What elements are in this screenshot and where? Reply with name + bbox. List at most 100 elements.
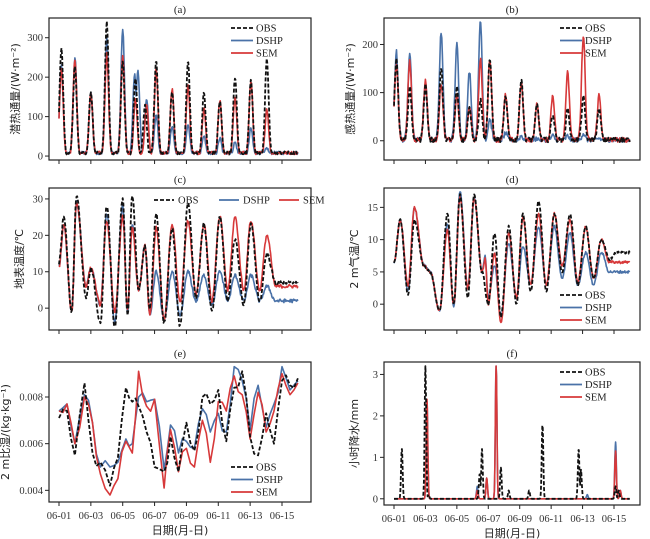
x-tick-label: 06-15 (602, 514, 627, 525)
x-tick-label: 06-03 (79, 511, 104, 522)
x-tick-label: 06-01 (47, 511, 72, 522)
y-tick-label: 0 (38, 152, 43, 163)
panel-f: (f) 0 1 2 3 小时降水/mm 06-01 06-03 06-05 06-07 06-09 0… (347, 348, 641, 539)
plot-frame (48, 361, 312, 503)
legend-label-sem: SEM (256, 49, 278, 60)
y-axis-label-e: 2 m比湿/(kg·kg⁻¹) (0, 384, 12, 480)
y-tick-label: 0.004 (19, 486, 43, 497)
legend-label-sem: SEM (256, 488, 278, 499)
legend-label-dshp: DSHP (585, 36, 612, 47)
y-tick-label: 0 (373, 494, 378, 505)
plot-frame (383, 361, 641, 506)
x-axis-label: 日期(月-日) (484, 527, 541, 539)
y-axis-label-a: 潜热通量/(W·m⁻²) (8, 43, 22, 135)
legend-label-sem: SEM (303, 196, 325, 207)
y-tick-label: 100 (27, 112, 43, 123)
legend-label-sem: SEM (585, 49, 607, 60)
y-tick-label: 15 (368, 203, 379, 214)
series-obs-line (58, 20, 299, 156)
series-dshp-line (58, 365, 299, 471)
legend: OBS DSHP SEM (154, 196, 325, 207)
y-tick-label: 0.008 (19, 393, 43, 404)
series-sem-line (58, 202, 299, 320)
legend-label-obs: OBS (256, 463, 277, 474)
legend-label-obs: OBS (585, 368, 606, 379)
legend-label-obs: OBS (256, 24, 277, 35)
panel-c: (c) 0 10 20 30 地表温度/℃ OBS DSHP SEM (12, 174, 325, 334)
legend-label-obs: OBS (585, 291, 606, 302)
legend-label-dshp: DSHP (585, 303, 612, 314)
series-sem-line (58, 370, 299, 496)
plot-frame (48, 187, 312, 331)
y-tick-label: 0.006 (19, 439, 43, 450)
x-axis-label: 日期(月-日) (152, 524, 209, 537)
y-axis-label-d: 2 m气温/℃ (347, 229, 361, 288)
series-obs-line (393, 57, 631, 144)
y-tick-label: 300 (27, 33, 43, 44)
legend-label-sem: SEM (585, 393, 607, 404)
legend-label-obs: OBS (585, 24, 606, 35)
panel-title-c: (c) (174, 174, 187, 186)
series-obs-line (58, 195, 299, 327)
x-tick-label: 06-01 (382, 514, 407, 525)
y-tick-label: 30 (33, 194, 44, 205)
panel-title-f: (f) (507, 348, 518, 360)
x-tick-label: 06-09 (507, 514, 532, 525)
x-tick-label: 06-05 (445, 514, 470, 525)
x-tick-label: 06-11 (206, 511, 230, 522)
series-obs-line (58, 370, 299, 487)
y-tick-label: 200 (362, 40, 378, 51)
y-tick-label: 200 (27, 73, 43, 84)
y-tick-label: 0 (373, 300, 378, 311)
x-tick-label: 06-13 (238, 511, 263, 522)
legend-label-dshp: DSHP (585, 380, 612, 391)
x-tick-label: 06-05 (110, 511, 135, 522)
x-tick-label: 06-07 (142, 511, 167, 522)
plot-frame (383, 187, 641, 331)
panel-title-b: (b) (506, 4, 519, 16)
x-tick-label: 06-07 (476, 514, 501, 525)
y-tick-label: 10 (33, 267, 44, 278)
y-tick-label: 100 (362, 88, 378, 99)
y-tick-label: 3 (373, 370, 378, 381)
panel-title-a: (a) (174, 4, 187, 16)
panel-title-e: (e) (174, 348, 187, 360)
legend-label-sem: SEM (585, 316, 607, 327)
panel-e: (e) 0.004 0.006 0.008 2 m比湿/(kg·kg⁻¹) 06-01 06… (0, 348, 312, 537)
y-tick-label: 2 (373, 411, 378, 422)
x-tick-label: 06-11 (539, 514, 563, 525)
panel-title-d: (d) (506, 174, 519, 186)
y-tick-label: 1 (373, 453, 378, 464)
y-tick-label: 20 (33, 231, 44, 242)
legend-label-obs: OBS (178, 196, 199, 207)
y-axis-label-c: 地表温度/℃ (12, 229, 26, 289)
y-axis-label-b: 感热通量/(W·m⁻²) (344, 43, 357, 135)
y-tick-label: 0 (373, 136, 378, 147)
series-sem-line (58, 51, 299, 156)
series-obs-line (393, 365, 631, 500)
legend-label-dshp: DSHP (243, 196, 270, 207)
plot-frame (48, 17, 312, 161)
legend-label-dshp: DSHP (256, 36, 283, 47)
legend-label-dshp: DSHP (256, 475, 283, 486)
series-dshp-line (58, 200, 299, 325)
x-tick-label: 06-15 (270, 511, 295, 522)
y-tick-label: 5 (373, 267, 378, 278)
y-axis-label-f: 小时降水/mm (347, 399, 361, 468)
y-tick-label: 10 (368, 235, 379, 246)
x-tick-label: 06-09 (174, 511, 199, 522)
x-tick-label: 06-13 (570, 514, 595, 525)
series-obs-line (393, 193, 631, 319)
x-tick-label: 06-03 (413, 514, 438, 525)
y-tick-label: 0 (38, 304, 43, 315)
plot-frame (383, 17, 641, 161)
